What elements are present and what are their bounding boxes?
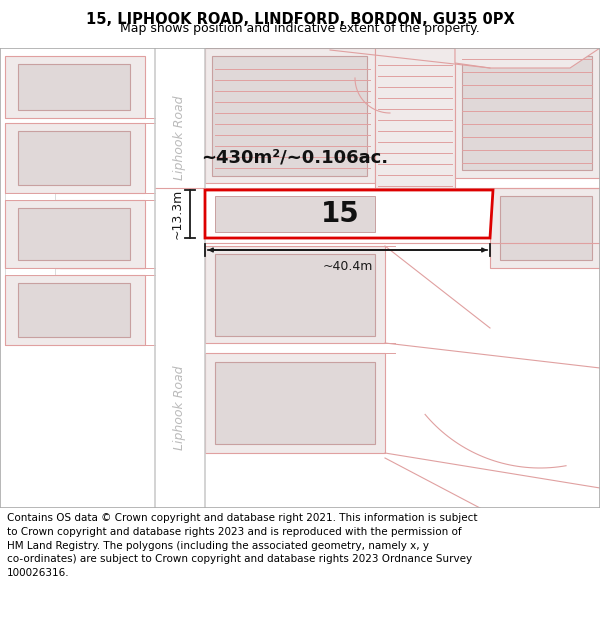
Text: ~40.4m: ~40.4m (322, 260, 373, 273)
Polygon shape (205, 246, 385, 343)
Text: 15, LIPHOOK ROAD, LINDFORD, BORDON, GU35 0PX: 15, LIPHOOK ROAD, LINDFORD, BORDON, GU35… (86, 12, 514, 27)
Polygon shape (455, 48, 600, 178)
Polygon shape (5, 275, 145, 345)
Polygon shape (5, 123, 145, 193)
Polygon shape (375, 48, 455, 218)
Text: ~13.3m: ~13.3m (171, 189, 184, 239)
Polygon shape (455, 48, 600, 68)
Bar (18, 64, 130, 110)
Polygon shape (5, 56, 145, 118)
Bar (215, 362, 375, 444)
Polygon shape (5, 200, 145, 268)
Bar (18, 208, 130, 260)
Text: Contains OS data © Crown copyright and database right 2021. This information is : Contains OS data © Crown copyright and d… (7, 513, 478, 578)
Polygon shape (490, 188, 600, 268)
Polygon shape (5, 260, 145, 268)
Bar (215, 254, 375, 336)
Polygon shape (205, 190, 493, 238)
Bar (462, 56, 592, 170)
Polygon shape (5, 268, 55, 275)
Text: Liphook Road: Liphook Road (173, 366, 187, 450)
Bar (500, 196, 592, 260)
Bar (18, 283, 130, 337)
Polygon shape (205, 48, 375, 183)
Polygon shape (5, 193, 55, 200)
Text: Liphook Road: Liphook Road (173, 96, 187, 180)
Bar (18, 131, 130, 185)
Text: 15: 15 (320, 200, 359, 228)
Polygon shape (205, 353, 385, 453)
Bar (215, 196, 375, 232)
Bar (212, 56, 367, 176)
Text: ~430m²/~0.106ac.: ~430m²/~0.106ac. (202, 149, 389, 167)
Text: Map shows position and indicative extent of the property.: Map shows position and indicative extent… (120, 21, 480, 34)
